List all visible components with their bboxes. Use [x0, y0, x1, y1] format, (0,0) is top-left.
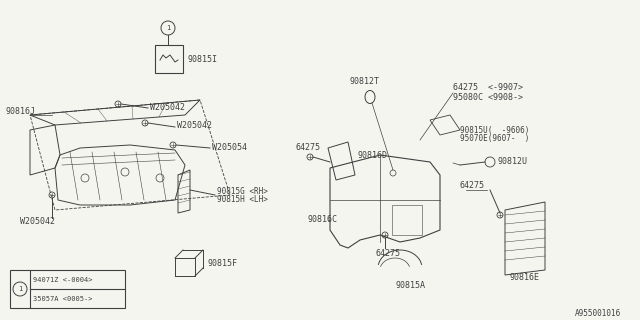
Text: 64275: 64275	[375, 249, 400, 258]
Text: 90815F: 90815F	[207, 260, 237, 268]
Text: 1: 1	[166, 25, 170, 31]
Text: W205042: W205042	[20, 218, 55, 227]
Text: 95080C <9908->: 95080C <9908->	[453, 92, 523, 101]
Text: 90816D: 90816D	[358, 150, 388, 159]
Text: 64275  <-9907>: 64275 <-9907>	[453, 84, 523, 92]
Text: W205054: W205054	[212, 142, 247, 151]
Text: 90812T: 90812T	[350, 77, 380, 86]
Text: 90815G <RH>: 90815G <RH>	[217, 188, 268, 196]
Text: 35057A <0005->: 35057A <0005->	[33, 296, 93, 302]
Text: 90815U(  -9606): 90815U( -9606)	[460, 125, 529, 134]
Text: 64275: 64275	[460, 180, 485, 189]
Text: 90816C: 90816C	[308, 215, 338, 225]
Text: 90815A: 90815A	[395, 281, 425, 290]
Text: A955001016: A955001016	[575, 309, 621, 318]
Text: 90812U: 90812U	[497, 157, 527, 166]
Text: 90816E: 90816E	[510, 274, 540, 283]
Text: 90815I: 90815I	[187, 55, 217, 65]
Text: 1: 1	[18, 286, 22, 292]
Text: 90815H <LH>: 90815H <LH>	[217, 196, 268, 204]
Text: 90816J: 90816J	[5, 108, 35, 116]
Text: 95070E(9607-  ): 95070E(9607- )	[460, 134, 529, 143]
Text: W205042: W205042	[150, 102, 185, 111]
Text: 94071Z <-0004>: 94071Z <-0004>	[33, 277, 93, 283]
Text: W205042: W205042	[177, 122, 212, 131]
Text: 64275: 64275	[295, 143, 320, 153]
